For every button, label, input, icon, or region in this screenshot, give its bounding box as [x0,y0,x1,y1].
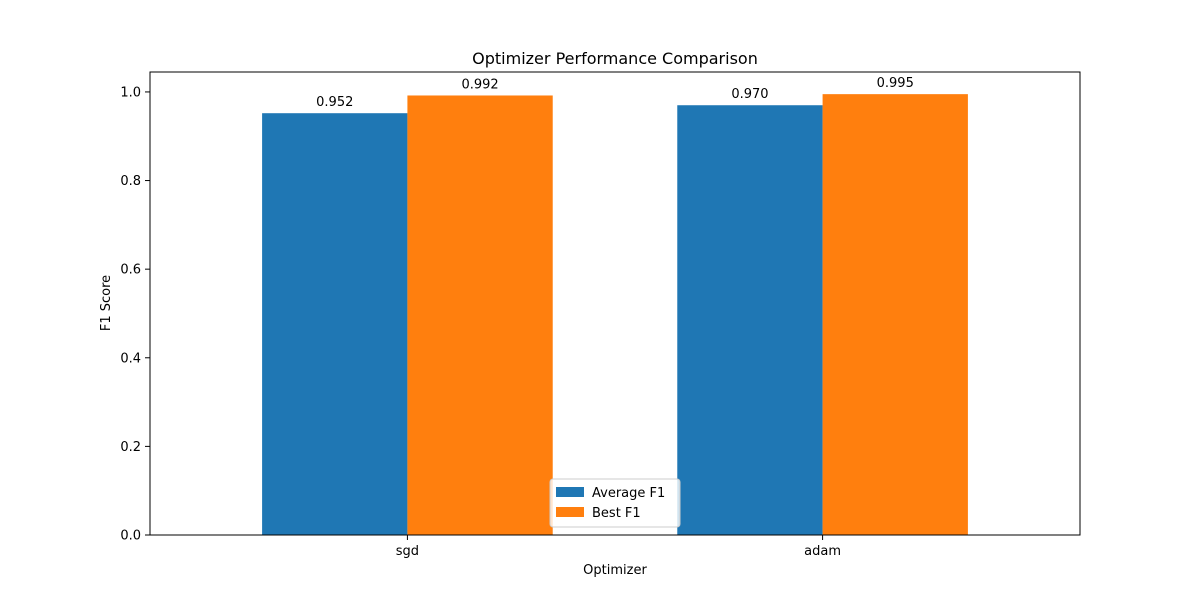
bars-layer [262,94,968,536]
bar-adam-average-f1 [677,105,823,535]
bar-sgd-average-f1 [262,113,408,536]
data-label: 0.952 [316,95,353,110]
data-label: 0.970 [731,87,768,102]
bar-sgd-best-f1 [407,95,553,535]
y-tick-label: 0.4 [120,351,141,366]
axes-layer: 0.0 0.2 0.4 0.6 0.8 1.0 sgd adam [120,71,1081,559]
y-tick-label: 0.6 [120,263,141,278]
legend-label: Best F1 [592,506,641,521]
y-tick-label: 1.0 [120,85,141,100]
legend-swatch [556,487,584,497]
bar-adam-best-f1 [822,94,968,535]
legend-swatch [556,507,584,517]
y-tick-label: 0.0 [120,529,141,544]
x-axis-label: Optimizer [583,563,647,578]
y-tick-label: 0.8 [120,174,141,189]
x-tick-label: adam [804,544,841,559]
chart-title: Optimizer Performance Comparison [472,49,758,68]
x-tick-label: sgd [396,544,419,559]
legend: Average F1 Best F1 [549,478,681,528]
data-label: 0.995 [877,76,914,91]
y-axis-label: F1 Score [99,275,114,331]
plot-frame [149,71,1081,536]
legend-label: Average F1 [592,486,665,501]
data-labels-layer: 0.952 0.970 0.992 0.995 [316,76,914,110]
y-tick-label: 0.2 [120,440,141,455]
data-label: 0.992 [461,77,498,92]
